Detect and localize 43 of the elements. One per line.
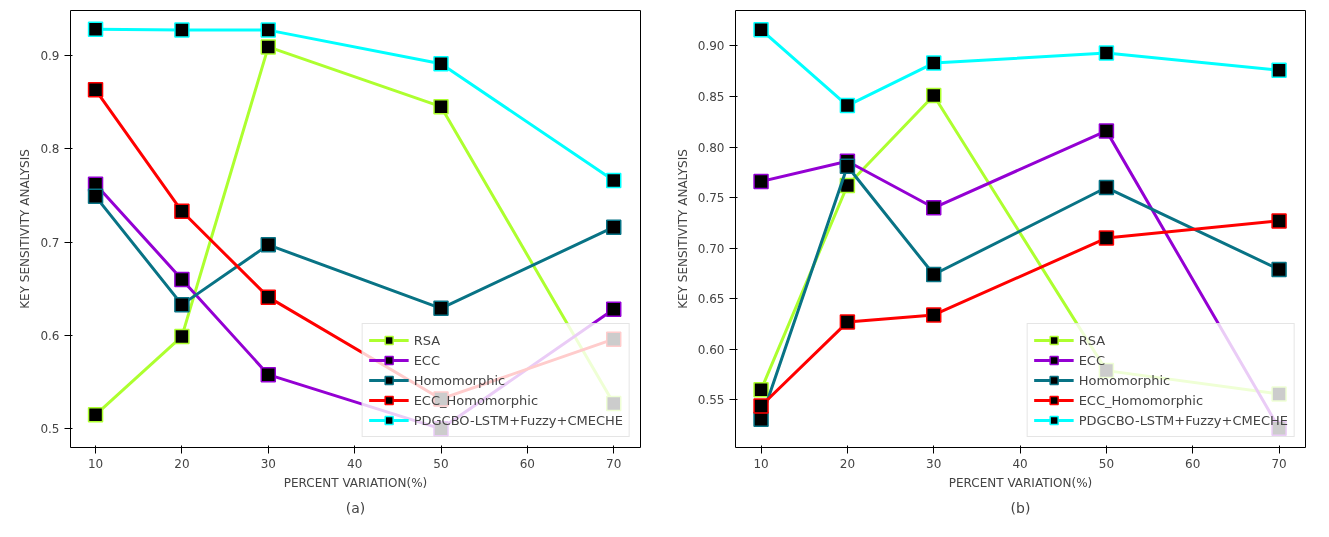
x-tick-label: 60 — [519, 456, 536, 471]
y-tick-label: 0.6 — [40, 328, 60, 343]
y-tick-label: 0.75 — [697, 191, 725, 206]
y-axis-title: KEY SENSITIVITY ANALYSIS — [675, 149, 690, 309]
x-tick-label: 70 — [606, 456, 622, 471]
y-tick-label: 0.9 — [40, 48, 60, 63]
y-tick-label: 0.65 — [697, 292, 725, 307]
legend-label: Homomorphic — [1078, 372, 1171, 388]
y-axis-title: KEY SENSITIVITY ANALYSIS — [18, 149, 33, 309]
legend-label: Homomorphic — [413, 372, 506, 388]
text: (b) — [1010, 499, 1031, 516]
legend-label: RSA — [1078, 332, 1106, 348]
y-tick-label: 0.60 — [697, 342, 725, 357]
x-tick-label: 40 — [347, 456, 363, 471]
legend-label: PDGCBO-LSTM+Fuzzy+CMECHE — [1078, 412, 1288, 428]
x-axis-title: PERCENT VARIATION(%) — [283, 475, 428, 490]
y-tick-label: 0.55 — [697, 393, 725, 408]
text: (a) — [345, 499, 366, 516]
x-tick-label: 60 — [1185, 456, 1201, 471]
legend-label: ECC — [1078, 352, 1106, 368]
legend-label: ECC_Homomorphic — [1078, 392, 1204, 408]
y-tick-label: 0.7 — [40, 235, 60, 250]
legend-label: ECC — [413, 352, 441, 368]
legend-label: RSA — [413, 332, 441, 348]
y-tick-label: 0.70 — [697, 241, 725, 256]
legend-label: PDGCBO-LSTM+Fuzzy+CMECHE — [413, 412, 623, 428]
legend-label: ECC_Homomorphic — [413, 392, 539, 408]
y-tick-label: 0.8 — [40, 142, 60, 157]
y-tick-label: 0.5 — [40, 422, 60, 437]
x-tick-label: 70 — [1271, 456, 1287, 471]
x-tick-label: 20 — [174, 456, 190, 471]
x-tick-label: 50 — [1098, 456, 1115, 471]
y-tick-label: 0.80 — [697, 140, 725, 155]
x-tick-label: 50 — [433, 456, 449, 471]
x-tick-label: 10 — [753, 456, 769, 471]
y-tick-label: 0.90 — [697, 39, 725, 54]
x-tick-label: 30 — [926, 456, 942, 471]
x-tick-label: 20 — [839, 456, 856, 471]
y-tick-label: 0.85 — [697, 89, 725, 104]
x-axis-title: PERCENT VARIATION(%) — [948, 475, 1093, 490]
x-tick-label: 10 — [87, 456, 104, 471]
x-tick-label: 40 — [1012, 456, 1028, 471]
x-tick-label: 30 — [260, 456, 276, 471]
